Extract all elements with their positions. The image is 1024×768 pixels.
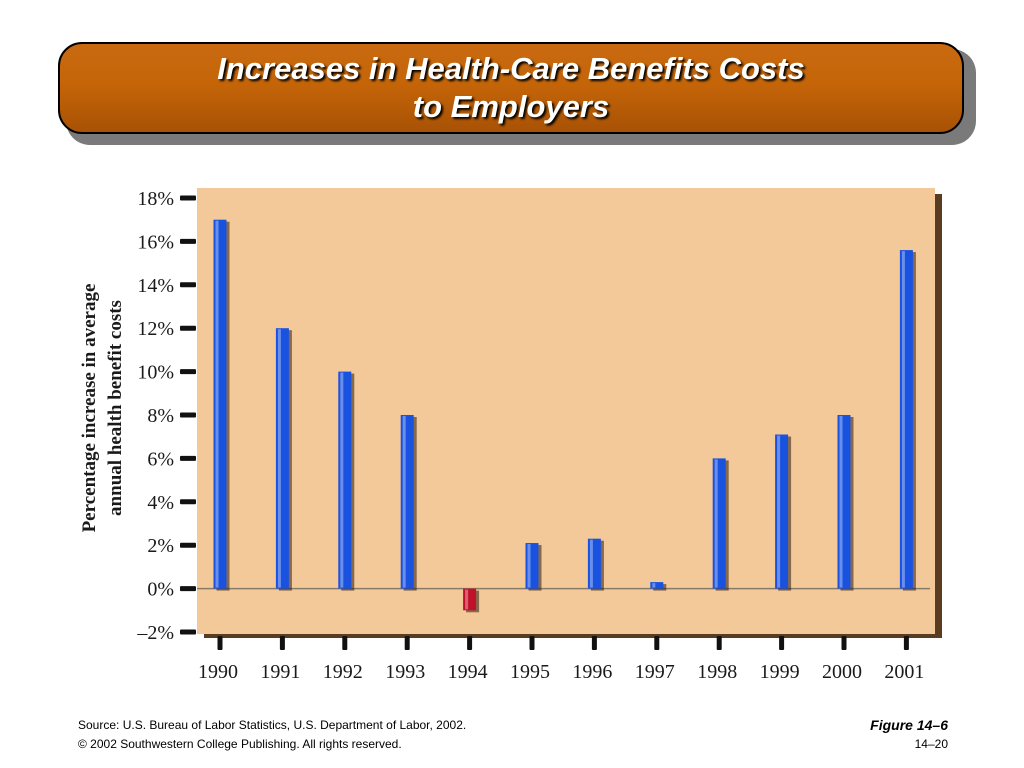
y-tick-label: 10% bbox=[137, 362, 174, 384]
bar-highlight bbox=[714, 459, 718, 588]
bar-1992 bbox=[338, 371, 355, 591]
bar-body bbox=[525, 543, 539, 589]
y-tick-mark bbox=[180, 282, 196, 288]
bar-highlight bbox=[340, 372, 344, 588]
x-tick-label: 1996 bbox=[572, 661, 612, 683]
bar-body bbox=[587, 538, 601, 589]
x-tick-label: 1994 bbox=[448, 661, 488, 683]
x-tick-label: 1990 bbox=[198, 661, 238, 683]
x-tick-mark bbox=[404, 636, 410, 650]
bar-1996 bbox=[587, 538, 604, 591]
bar-highlight bbox=[839, 416, 843, 588]
x-tick-mark bbox=[841, 636, 847, 650]
page-number: 14–20 bbox=[914, 737, 948, 751]
bar-highlight bbox=[465, 589, 469, 610]
x-tick-mark bbox=[342, 636, 348, 650]
x-axis: 1990 1991 1992 1993 1994 1995 1996 1997 1998 1999… bbox=[198, 636, 924, 683]
x-tick-mark bbox=[279, 636, 285, 650]
bar-1991 bbox=[275, 328, 292, 591]
x-tick-mark bbox=[903, 636, 909, 650]
bar-1990 bbox=[213, 219, 230, 591]
bar-body bbox=[463, 588, 477, 611]
bar-2001 bbox=[899, 250, 916, 591]
y-axis-label-line-1: Percentage increase in average bbox=[79, 284, 100, 533]
bar-1995 bbox=[525, 543, 542, 591]
copyright-note: © 2002 Southwestern College Publishing. … bbox=[78, 737, 402, 751]
bar-body bbox=[650, 582, 664, 589]
bar-body bbox=[400, 415, 414, 589]
x-tick-mark bbox=[217, 636, 223, 650]
x-tick-label: 2001 bbox=[884, 661, 924, 683]
y-tick-mark bbox=[180, 238, 196, 244]
bar-1993 bbox=[400, 415, 417, 591]
bar-body bbox=[899, 250, 913, 589]
bar-body bbox=[275, 328, 289, 589]
bar-1994 bbox=[463, 588, 480, 613]
y-tick-mark bbox=[180, 542, 196, 548]
y-axis-label-line-2: annual health benefit costs bbox=[105, 300, 126, 516]
bar-highlight bbox=[215, 220, 219, 588]
title-line-2: to Employers bbox=[412, 89, 610, 124]
y-axis: 18% 16% 14% 12% 10% 8% 6% 4% 2% 0% –2% bbox=[136, 188, 196, 644]
bar-body bbox=[338, 371, 352, 589]
y-tick-label: –2% bbox=[136, 622, 174, 644]
x-tick-label: 1998 bbox=[697, 661, 737, 683]
x-tick-mark bbox=[467, 636, 473, 650]
bar-highlight bbox=[402, 416, 406, 588]
bar-2000 bbox=[837, 415, 854, 591]
bar-highlight bbox=[527, 544, 531, 588]
bar-chart: 18%16%14%12%10%8%6%4%2%0%–2% 1990 1991 199… bbox=[79, 188, 942, 683]
y-tick-mark bbox=[180, 325, 196, 331]
x-tick-label: 1995 bbox=[510, 661, 550, 683]
y-tick-label: 2% bbox=[147, 535, 174, 557]
y-tick-mark bbox=[180, 412, 196, 418]
bar-body bbox=[837, 415, 851, 589]
y-tick-mark bbox=[180, 369, 196, 375]
x-tick-label: 1992 bbox=[323, 661, 363, 683]
y-tick-mark bbox=[180, 629, 196, 635]
bar-body bbox=[712, 458, 726, 589]
y-tick-label: 4% bbox=[147, 492, 174, 514]
y-tick-label: 16% bbox=[137, 231, 174, 253]
bar-highlight bbox=[777, 435, 781, 588]
y-tick-mark bbox=[180, 499, 196, 505]
bar-highlight bbox=[901, 251, 905, 588]
bar-highlight bbox=[589, 539, 593, 588]
y-tick-mark bbox=[180, 586, 196, 592]
y-tick-label: 6% bbox=[147, 448, 174, 470]
x-tick-label: 1993 bbox=[385, 661, 425, 683]
x-tick-mark bbox=[779, 636, 785, 650]
x-tick-mark bbox=[591, 636, 597, 650]
x-tick-label: 1999 bbox=[760, 661, 800, 683]
source-note: Source: U.S. Bureau of Labor Statistics,… bbox=[78, 718, 467, 732]
bar-1998 bbox=[712, 458, 729, 591]
bar-1999 bbox=[775, 434, 792, 591]
bar-body bbox=[213, 219, 227, 589]
y-tick-mark bbox=[180, 195, 196, 201]
bar-highlight bbox=[652, 583, 656, 588]
y-tick-label: 12% bbox=[137, 318, 174, 340]
y-tick-mark bbox=[180, 455, 196, 461]
y-tick-label: 14% bbox=[137, 275, 174, 297]
x-tick-mark bbox=[716, 636, 722, 650]
x-tick-mark bbox=[654, 636, 660, 650]
figure-number: Figure 14–6 bbox=[870, 717, 948, 733]
x-tick-mark bbox=[529, 636, 535, 650]
y-tick-label: 8% bbox=[147, 405, 174, 427]
bar-body bbox=[775, 434, 789, 589]
plot-area bbox=[197, 188, 935, 634]
title-banner: Increases in Health-Care Benefits Costs … bbox=[58, 42, 964, 134]
footer-left: Source: U.S. Bureau of Labor Statistics,… bbox=[78, 716, 466, 754]
title-line-1: Increases in Health-Care Benefits Costs bbox=[217, 51, 805, 86]
x-tick-label: 2000 bbox=[822, 661, 862, 683]
footer-right: Figure 14–6 14–20 bbox=[870, 716, 948, 754]
bars-group bbox=[213, 219, 916, 613]
y-tick-label: 18% bbox=[137, 188, 174, 210]
bar-1997 bbox=[650, 582, 667, 591]
x-tick-label: 1997 bbox=[635, 661, 675, 683]
bar-highlight bbox=[277, 329, 281, 588]
x-tick-label: 1991 bbox=[260, 661, 300, 683]
y-tick-label: 0% bbox=[147, 579, 174, 601]
